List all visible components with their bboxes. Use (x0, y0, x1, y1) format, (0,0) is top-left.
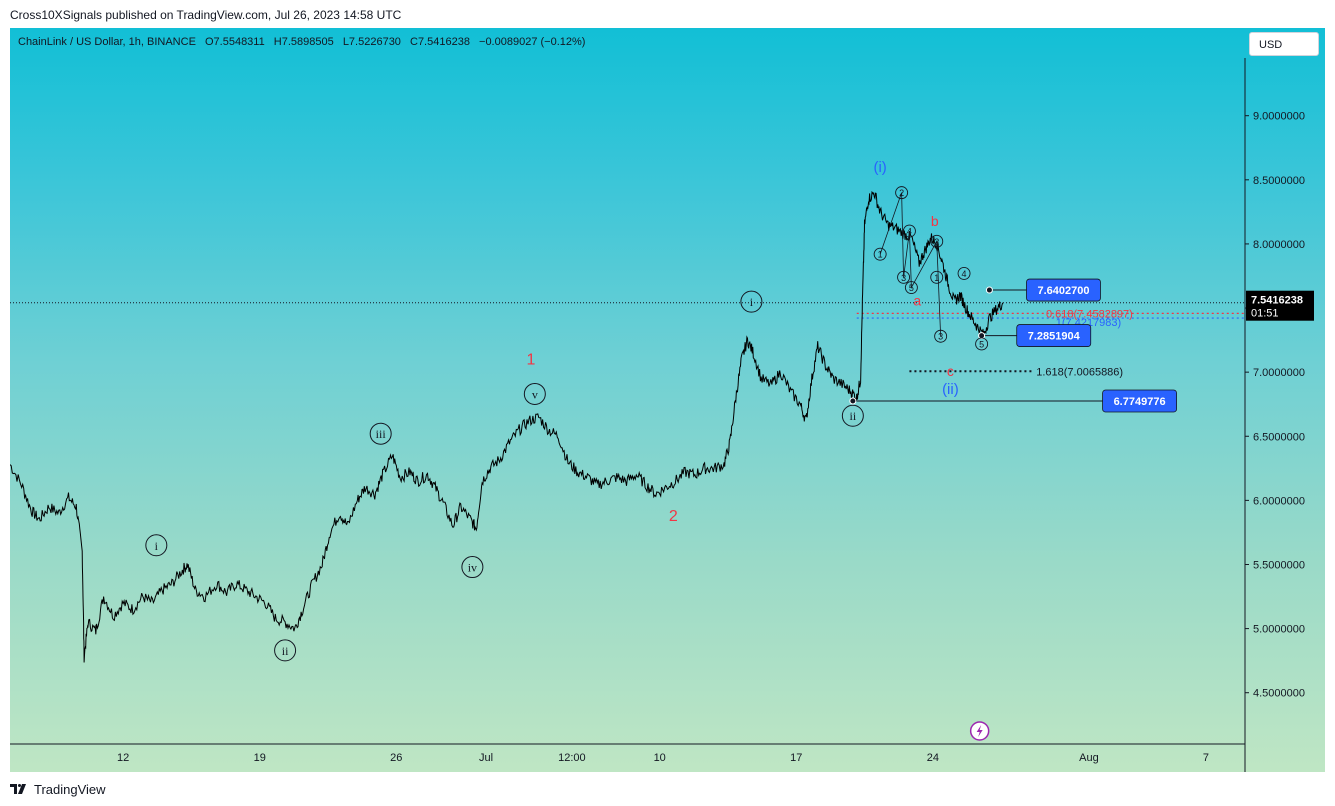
y-tick-label: 8.0000000 (1253, 239, 1305, 251)
tradingview-logo-icon (10, 784, 26, 794)
subwave-label-circle (904, 281, 918, 294)
wave-label: iv (468, 561, 477, 575)
subwave-label-circle (902, 224, 916, 238)
wave-label: v (532, 387, 538, 401)
subwave-label-circle (957, 266, 971, 280)
wave-label-blue: (ii) (942, 381, 959, 398)
symbol-name: ChainLink / US Dollar, 1h, BINANCE (18, 36, 196, 48)
publisher-note: Cross10XSignals published on TradingView… (10, 8, 402, 22)
subwave-label: 3 (901, 273, 906, 283)
x-tick-label: 26 (390, 752, 402, 764)
fib-level-label: 0.618(7.4582897) (1046, 308, 1133, 320)
wave-label-circle (740, 290, 763, 313)
price-label-text: 6.7749776 (1114, 396, 1166, 408)
x-tick-label: 12:00 (558, 752, 586, 764)
last-price-tag (1246, 290, 1314, 321)
subwave-label: 1 (878, 250, 883, 260)
ohlc-change: −0.0089027 (−0.12%) (479, 36, 586, 48)
wave-label: ii (282, 644, 289, 658)
x-tick-label: 24 (927, 752, 939, 764)
last-price-value: 7.5416238 (1251, 295, 1303, 307)
price-label-text: 7.6402700 (1037, 285, 1089, 297)
subwave-label-circle (895, 186, 909, 200)
symbol-info-bar: ChainLink / US Dollar, 1h, BINANCE O7.55… (18, 35, 591, 49)
price-series-line (10, 190, 1004, 663)
x-tick-label: 12 (117, 752, 129, 764)
x-tick-label: 19 (254, 752, 266, 764)
price-label-anchor (985, 286, 993, 294)
subwave-label: 2 (934, 237, 939, 247)
y-tick-label: 9.0000000 (1253, 111, 1305, 123)
footer-branding: TradingView (10, 778, 106, 800)
wave-label-red: 1 (526, 351, 535, 368)
price-label-text: 7.2851904 (1028, 331, 1081, 343)
wave-label-red: 2 (669, 508, 678, 525)
y-tick-label: 7.0000000 (1253, 367, 1305, 379)
x-tick-label: 7 (1203, 752, 1209, 764)
currency-button[interactable]: USD (1249, 32, 1319, 56)
last-price-countdown: 01:51 (1251, 308, 1279, 320)
ohlc-low: L7.5226730 (342, 36, 401, 48)
subwave-label: 2 (899, 188, 904, 198)
wave-label-red-small: c (947, 363, 954, 379)
x-tick-label: 17 (790, 752, 802, 764)
chart-frame[interactable]: 9.00000008.50000008.00000007.50000007.00… (10, 28, 1325, 772)
subwave-label: 4 (962, 269, 967, 279)
subwave-label: 1 (934, 273, 939, 283)
x-tick-label: Aug (1079, 752, 1099, 764)
lightning-glyph (976, 725, 983, 737)
wave-label: ii (850, 409, 857, 423)
subwave-label-circle (934, 329, 948, 343)
subwave-label-circle (930, 234, 944, 248)
price-label-box (1016, 324, 1092, 347)
subwave-label-circle (897, 270, 911, 284)
wave-label-blue: (i) (873, 159, 886, 176)
wave-label-circle (523, 382, 546, 405)
subwave-label-circle (873, 247, 887, 261)
y-tick-label: 4.5000000 (1253, 688, 1305, 700)
wave-connector-line (879, 192, 942, 337)
tradingview-brand: TradingView (34, 781, 106, 797)
wave-label-circle (461, 556, 484, 579)
price-label-box (1026, 278, 1101, 302)
wave-label-circle (841, 404, 864, 427)
y-tick-label: 5.5000000 (1253, 559, 1305, 571)
subwave-label: 4 (907, 227, 912, 237)
subwave-label-circle (975, 337, 989, 351)
y-tick-label: 6.5000000 (1253, 431, 1305, 443)
fib-level-label: 1.618(7.0065886) (1036, 366, 1123, 378)
y-tick-label: 8.5000000 (1253, 175, 1305, 187)
subwave-label-circle (930, 270, 944, 284)
price-label-anchor (978, 332, 986, 340)
price-label-box (1102, 389, 1177, 413)
ohlc-close: C7.5416238 (410, 36, 470, 48)
wave-label-circle (145, 534, 168, 557)
subwave-label: 3 (938, 332, 943, 342)
wave-label-red-small: b (931, 213, 939, 229)
wave-label-red-small: a (913, 293, 921, 309)
wave-label-circle (274, 639, 297, 662)
wave-label: iii (376, 427, 387, 441)
ohlc-high: H7.5898505 (273, 36, 334, 48)
wave-label: i (750, 295, 754, 309)
y-tick-label: 6.0000000 (1253, 495, 1305, 507)
price-label-anchor (849, 397, 857, 405)
price-chart[interactable]: 9.00000008.50000008.00000007.50000007.00… (10, 28, 1325, 772)
wave-label-circle (369, 422, 392, 445)
x-tick-label: Jul (479, 752, 493, 764)
x-tick-label: 10 (654, 752, 666, 764)
ohlc-open: O7.5548311 (204, 36, 265, 48)
y-tick-label: 5.0000000 (1253, 624, 1305, 636)
subwave-label: 5 (979, 339, 984, 349)
wave-label: i (155, 539, 159, 553)
subwave-label: 5 (909, 283, 914, 293)
